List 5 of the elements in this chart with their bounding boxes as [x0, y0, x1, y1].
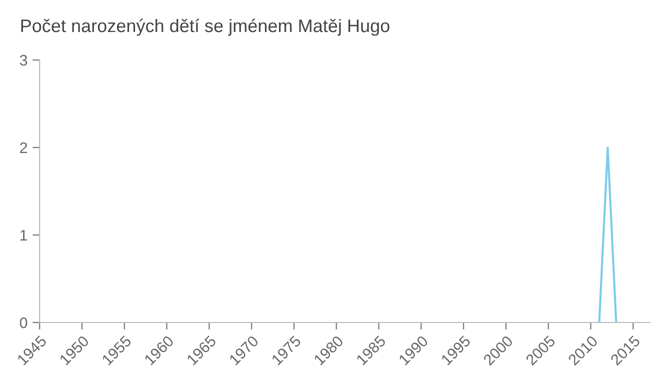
y-tick-label: 0	[20, 317, 28, 328]
chart-title: Počet narozených dětí se jménem Matěj Hugo	[21, 18, 390, 36]
y-tick-label: 3	[20, 54, 28, 66]
y-tick-label: 1	[20, 230, 28, 241]
y-tick-label: 2	[20, 142, 28, 154]
